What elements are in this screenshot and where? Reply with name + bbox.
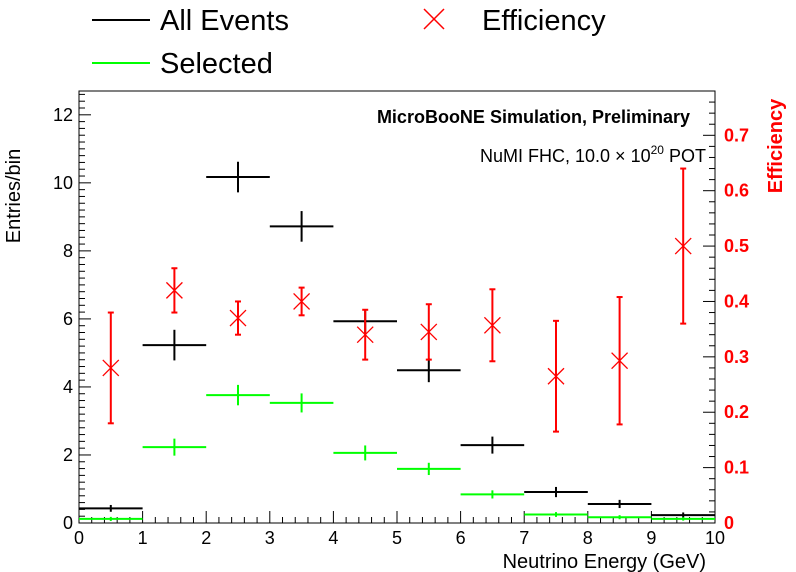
y2-axis-title: Efficiency xyxy=(765,98,787,193)
selected-point xyxy=(206,384,270,406)
all-events-point xyxy=(524,486,588,498)
x-tick-label: 5 xyxy=(392,528,402,548)
all-events-point xyxy=(79,504,143,512)
series-efficiency xyxy=(102,167,692,433)
y2-tick-label: 0.7 xyxy=(724,125,749,145)
all-events-point xyxy=(460,436,525,454)
all-events-point xyxy=(206,161,270,193)
y2-tick-label: 0.5 xyxy=(724,236,749,256)
x-tick-label: 10 xyxy=(705,528,725,548)
y-axis-left: 0 2 4 6 8 10 12 xyxy=(53,93,91,533)
annotation-pot-base: 10 xyxy=(631,146,651,166)
y-tick-label: 0 xyxy=(63,513,73,533)
legend-efficiency-label: Efficiency xyxy=(482,5,606,37)
annotation-pot: NuMI FHC, 10.0 × 1020 POT xyxy=(480,143,706,166)
efficiency-point xyxy=(165,267,183,314)
y2-tick-label: 0.1 xyxy=(724,458,749,478)
efficiency-point xyxy=(293,286,311,317)
efficiency-point xyxy=(611,296,629,426)
y2-tick-label: 0.6 xyxy=(724,181,749,201)
selected-point xyxy=(79,516,143,521)
selected-point xyxy=(524,512,588,517)
all-events-point xyxy=(142,329,207,361)
x-axis-title: Neutrino Energy (GeV) xyxy=(503,551,706,572)
selected-point xyxy=(333,445,397,461)
selected-point xyxy=(142,438,207,456)
y-axis-title: Entries/bin xyxy=(3,149,25,244)
y-tick-label: 10 xyxy=(53,173,73,193)
annotation-pot-times: × xyxy=(615,146,626,166)
selected-point xyxy=(587,515,652,520)
efficiency-point xyxy=(229,300,247,336)
x-tick-label: 8 xyxy=(583,528,593,548)
all-events-point xyxy=(269,211,334,242)
legend-efficiency-marker xyxy=(423,8,445,30)
selected-point xyxy=(460,490,525,499)
all-events-point xyxy=(651,512,715,518)
selected-point xyxy=(651,517,715,521)
efficiency-point xyxy=(102,311,120,425)
y2-tick-label: 0.4 xyxy=(724,291,749,311)
selected-point xyxy=(269,393,334,413)
selected-point xyxy=(397,462,461,476)
x-tick-label: 4 xyxy=(328,528,338,548)
y2-tick-label: 0.3 xyxy=(724,347,749,367)
y2-tick-label: 0 xyxy=(724,513,734,533)
y2-tick-label: 0.2 xyxy=(724,402,749,422)
annotation-pot-exp: 20 xyxy=(651,143,665,157)
legend-all-events-label: All Events xyxy=(160,5,289,37)
legend-selected-label: Selected xyxy=(160,48,273,80)
efficiency-point xyxy=(356,308,374,361)
x-tick-label: 7 xyxy=(519,528,529,548)
legend: All Events Efficiency Selected xyxy=(92,5,606,80)
x-tick-label: 0 xyxy=(74,528,84,548)
x-tick-label: 3 xyxy=(265,528,275,548)
efficiency-point xyxy=(420,303,438,361)
x-tick-label: 1 xyxy=(138,528,148,548)
all-events-point xyxy=(587,499,652,509)
y-tick-label: 4 xyxy=(63,377,73,397)
all-events-point xyxy=(397,358,461,383)
y-tick-label: 8 xyxy=(63,241,73,261)
x-axis: 0 1 2 3 4 5 6 7 8 9 10 xyxy=(74,511,725,548)
x-tick-label: 2 xyxy=(201,528,211,548)
x-tick-label: 6 xyxy=(456,528,466,548)
efficiency-point xyxy=(674,167,692,325)
y-tick-label: 12 xyxy=(53,105,73,125)
y-tick-label: 2 xyxy=(63,445,73,465)
annotation-simulation: MicroBooNE Simulation, Preliminary xyxy=(377,107,690,127)
series-all-events xyxy=(79,161,715,518)
series-selected xyxy=(79,384,715,521)
efficiency-point xyxy=(547,319,565,433)
y-tick-label: 6 xyxy=(63,309,73,329)
annotation-pot-suffix: POT xyxy=(669,146,706,166)
annotation-pot-prefix: NuMI FHC, 10.0 xyxy=(480,146,610,166)
y-axis-right: 0 0.1 0.2 0.3 0.4 0.5 0.6 0.7 xyxy=(703,90,749,533)
efficiency-point xyxy=(483,288,501,363)
x-tick-label: 9 xyxy=(646,528,656,548)
